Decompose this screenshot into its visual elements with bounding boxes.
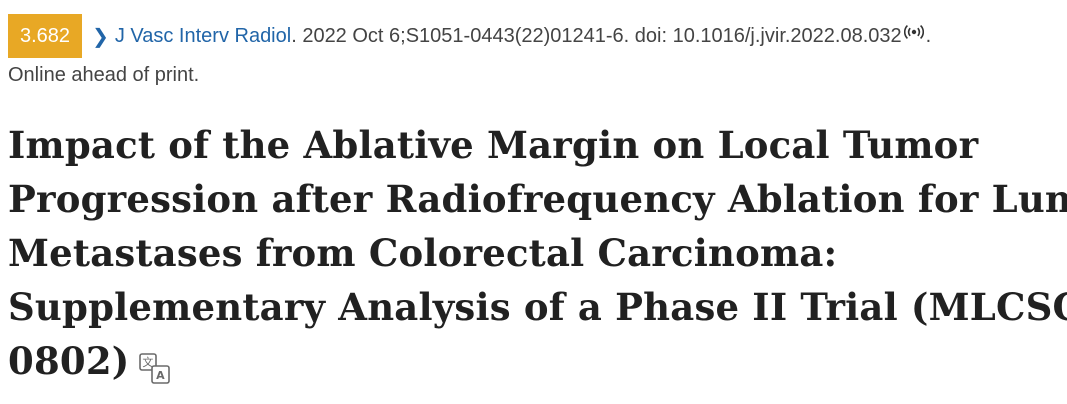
translate-icon[interactable]: 文 A [138,346,172,384]
article-title: Impact of the Ablative Margin on Local T… [8,118,1067,388]
title-line: Progression after Radiofrequency Ablatio… [8,177,1067,221]
title-line: Supplementary Analysis of a Phase II Tri… [8,285,1067,329]
title-line: Metastases from Colorectal Carcinoma: [8,231,838,275]
chevron-right-icon[interactable]: ❯ [92,25,109,48]
svg-text:文: 文 [142,355,153,369]
broadcast-icon [903,23,924,39]
impact-factor-badge[interactable]: 3.682 [8,14,83,58]
citation-end-punct: . [925,24,932,47]
title-line-last: 0802) 文 A [8,334,1058,388]
title-line-text: 0802) [8,339,130,383]
journal-link[interactable]: J Vasc Interv Radiol [114,24,292,47]
svg-text:A: A [156,369,165,382]
citation-line: 3.682 ❯ J Vasc Interv Radiol . 2022 Oct … [8,14,931,58]
title-line: Impact of the Ablative Margin on Local T… [8,123,979,167]
citation-details: . 2022 Oct 6;S1051-0443(22)01241-6. doi:… [291,24,902,47]
publication-status: Online ahead of print. [8,64,200,86]
